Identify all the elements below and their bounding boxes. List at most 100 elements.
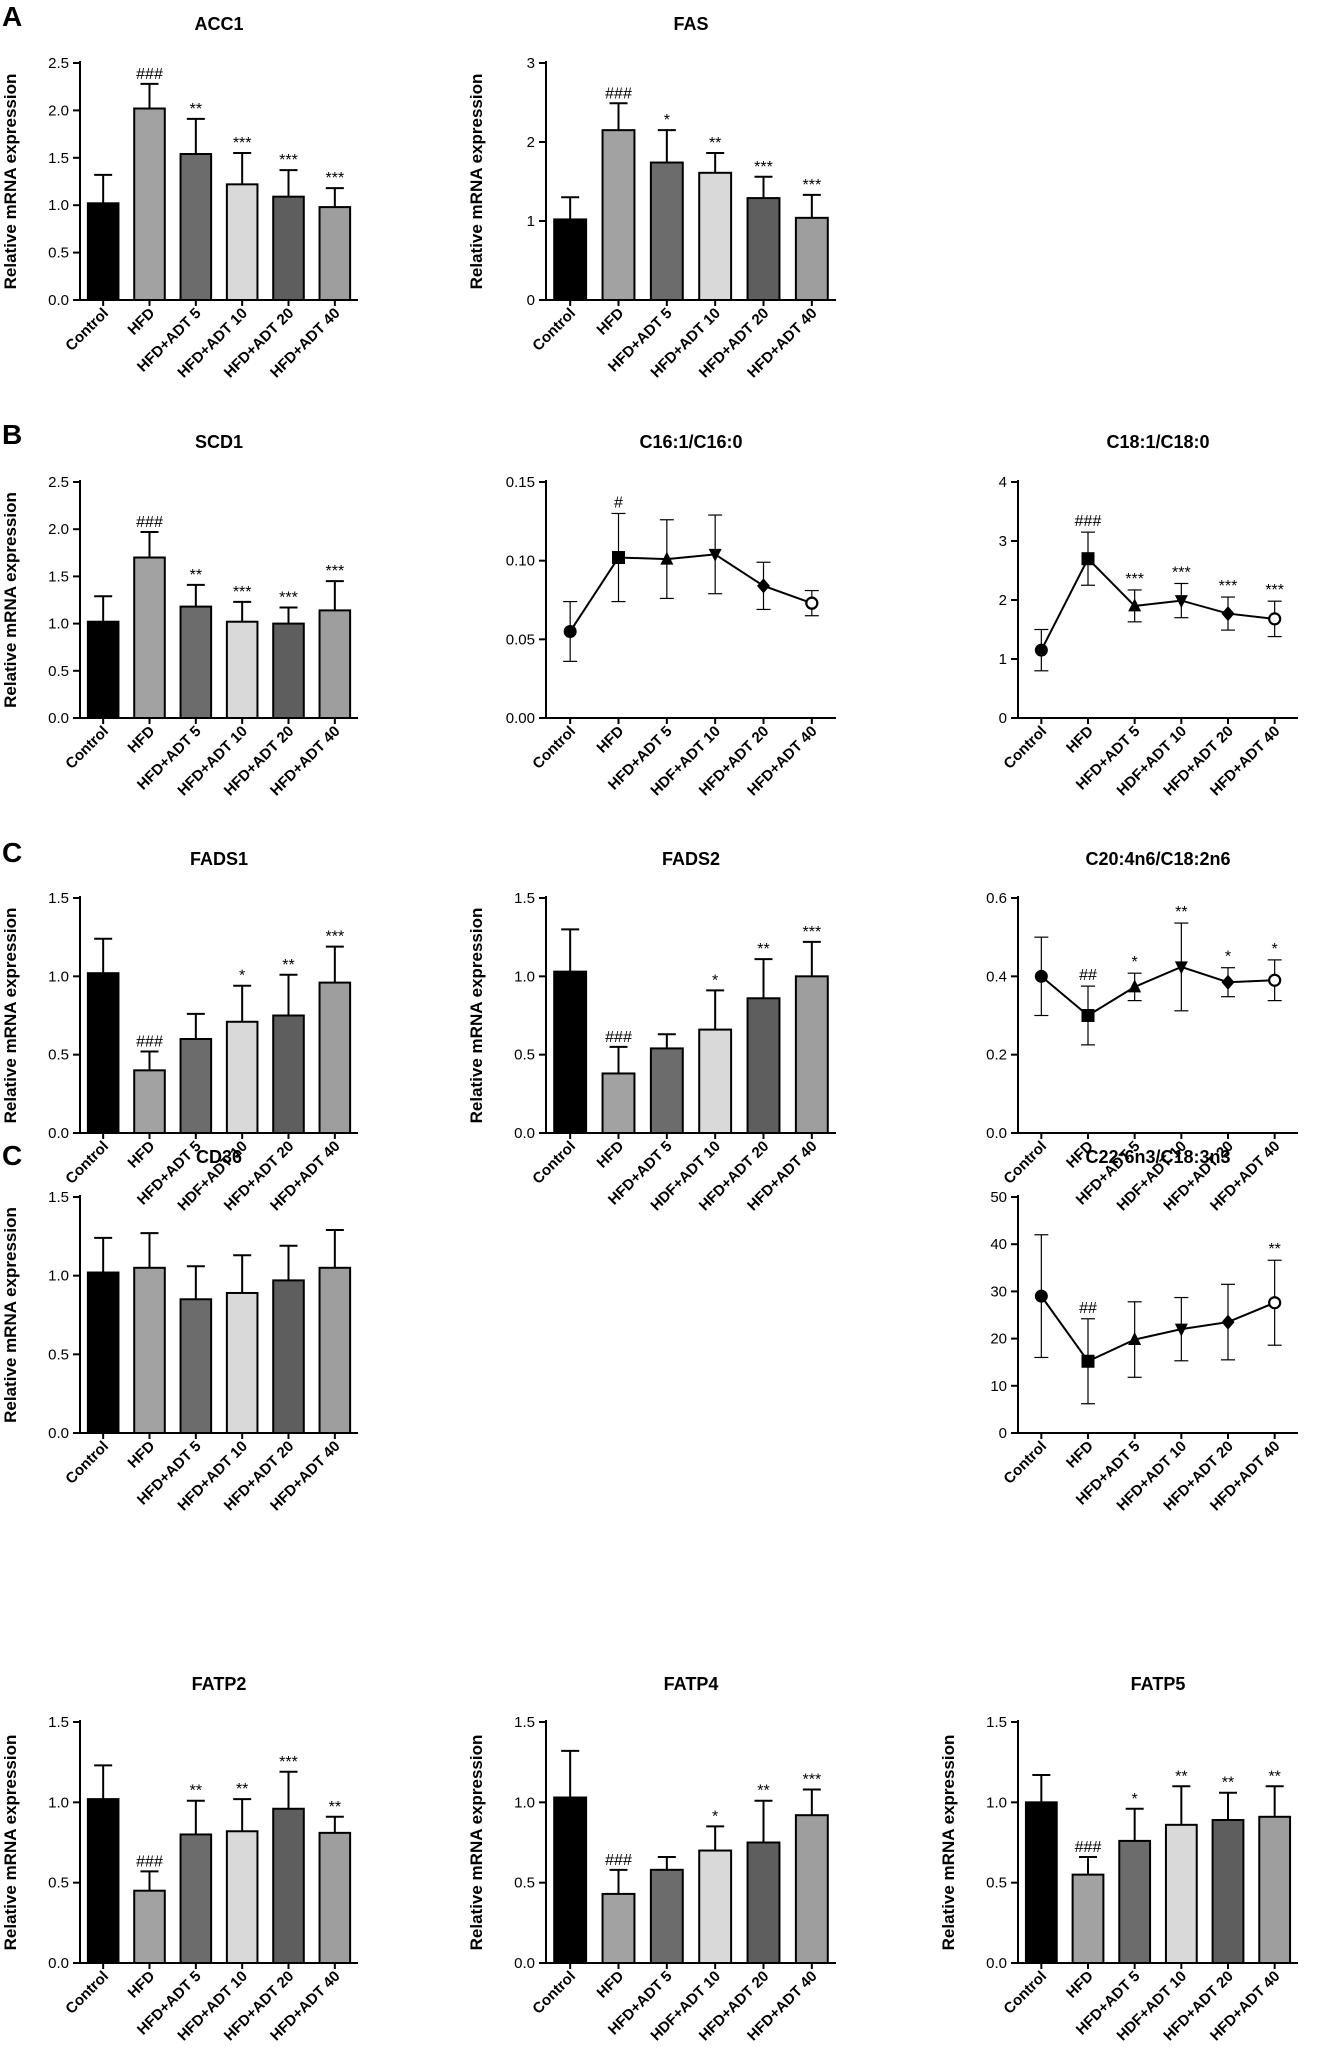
y-tick-label: 30: [990, 1283, 1007, 1300]
y-tick-label: 1.5: [986, 1714, 1007, 1731]
significance-label: *: [239, 968, 245, 985]
y-tick-label: 0.0: [514, 1125, 535, 1142]
bar: [1118, 1839, 1152, 1964]
y-tick-label: 2.5: [48, 474, 69, 491]
chart-fads2: FADS2 Relative mRNA expression 0.0 0.5 1.0 1.…: [467, 849, 836, 1214]
significance-label: ###: [1075, 1839, 1102, 1856]
significance-label: ##: [1079, 967, 1097, 984]
x-tick-label: Control: [529, 1138, 579, 1188]
bar: [794, 1814, 829, 1964]
y-tick-label: 0.0: [986, 1955, 1007, 1972]
data-point: [1174, 1323, 1188, 1337]
x-tick-label: HFD: [594, 1138, 628, 1172]
y-tick-label: 1.0: [48, 968, 69, 985]
bar: [553, 970, 588, 1135]
data-point: [1081, 1354, 1095, 1368]
y-tick-label: 1.0: [514, 1794, 535, 1811]
x-tick-label: HFD: [1063, 1438, 1097, 1472]
x-tick-label: Control: [62, 723, 112, 773]
y-tick-label: 0.5: [48, 245, 69, 262]
bar: [179, 1833, 213, 1965]
y-tick-label: 10: [990, 1378, 1007, 1395]
y-tick-label: 0.5: [48, 1346, 69, 1363]
significance-label: **: [190, 1783, 202, 1800]
chart-scd1: SCD1 Relative mRNA expression 0.0 0.5 1.0 1.5…: [1, 432, 358, 799]
significance-label: *: [712, 1808, 718, 1825]
data-point: [708, 548, 722, 562]
significance-label: **: [329, 1799, 341, 1816]
x-tick-label: Control: [529, 723, 579, 773]
bar: [1211, 1819, 1245, 1965]
chart-fatp4: FATP4 Relative mRNA expression 0.0 0.5 1.0 1.…: [467, 1674, 836, 2044]
bar: [86, 202, 120, 301]
chart-fads1: FADS1 Relative mRNA expression 0.0 0.5 1.0 1.…: [1, 849, 358, 1214]
bar: [225, 1291, 259, 1435]
bar: [1071, 1873, 1105, 1964]
bar: [272, 1279, 305, 1435]
bar: [601, 1072, 636, 1135]
y-axis-label: Relative mRNA expression: [1, 908, 20, 1124]
bar: [746, 1841, 781, 1964]
data-point: [1128, 1332, 1142, 1346]
chart-title: CD36: [196, 1147, 242, 1167]
significance-label: ***: [325, 170, 344, 187]
series-line: [1040, 965, 1275, 1017]
y-tick-label: 1.0: [48, 197, 69, 214]
data-point: [563, 624, 577, 638]
significance-label: **: [1268, 1768, 1280, 1785]
data-point: [805, 596, 819, 610]
bar: [86, 1798, 120, 1964]
chart-title: FAS: [673, 14, 708, 34]
significance-label: **: [757, 941, 769, 958]
chart-title: FATP4: [664, 1674, 719, 1694]
x-tick-label: HFD: [1063, 1968, 1097, 2002]
bar: [225, 183, 259, 301]
significance-label: **: [190, 567, 202, 584]
data-point: [1128, 598, 1142, 612]
significance-label: **: [236, 1781, 248, 1798]
bar: [601, 1892, 636, 1964]
series-line: [569, 553, 813, 633]
data-point: [1268, 1296, 1282, 1310]
y-tick-label: 0.05: [506, 631, 535, 648]
x-tick-label: Control: [62, 1438, 112, 1488]
chart-title: ACC1: [194, 14, 243, 34]
y-tick-label: 0.00: [506, 710, 535, 727]
significance-label: ***: [1172, 564, 1191, 581]
significance-label: *: [1132, 954, 1138, 971]
y-tick-label: 1.5: [514, 890, 535, 907]
bar: [272, 195, 305, 301]
y-tick-label: 50: [990, 1189, 1007, 1206]
bar: [318, 206, 352, 301]
y-tick-label: 0.4: [986, 968, 1007, 985]
chart-title: FATP5: [1131, 1674, 1186, 1694]
bar: [86, 972, 120, 1135]
data-point: [1174, 595, 1188, 609]
data-point: [1221, 606, 1235, 622]
x-tick-label: HFD: [125, 723, 159, 757]
significance-label: **: [1175, 1768, 1187, 1785]
chart-fatp2: FATP2 Relative mRNA expression 0.0 0.5 1.0 1.…: [1, 1674, 358, 2044]
bar: [649, 1868, 684, 1965]
data-point: [1221, 1314, 1235, 1330]
chart-fatp5: FATP5 Relative mRNA expression 0.0 0.5 1.0 1.…: [939, 1674, 1298, 2044]
y-tick-label: 0.0: [48, 1425, 69, 1442]
significance-label: ***: [754, 159, 773, 176]
significance-label: ###: [605, 85, 632, 102]
data-point: [1128, 979, 1142, 993]
x-tick-label: Control: [529, 305, 579, 355]
significance-label: *: [712, 972, 718, 989]
chart-title: C16:1/C16:0: [639, 432, 742, 452]
x-tick-label: HFD: [594, 723, 628, 757]
bar: [86, 1271, 120, 1435]
significance-label: ***: [802, 177, 821, 194]
data-point: [1268, 973, 1282, 987]
x-tick-label: HFD: [594, 305, 628, 339]
bar: [698, 1849, 733, 1964]
y-axis-label: Relative mRNA expression: [939, 1735, 958, 1951]
y-tick-label: 1.0: [48, 1794, 69, 1811]
chart-acc1: ACC1 Relative mRNA expression 0.0 0.5 1.0 1.5…: [1, 14, 358, 381]
y-tick-label: 0: [527, 292, 535, 309]
y-tick-label: 20: [990, 1331, 1007, 1348]
y-tick-label: 1.5: [514, 1714, 535, 1731]
